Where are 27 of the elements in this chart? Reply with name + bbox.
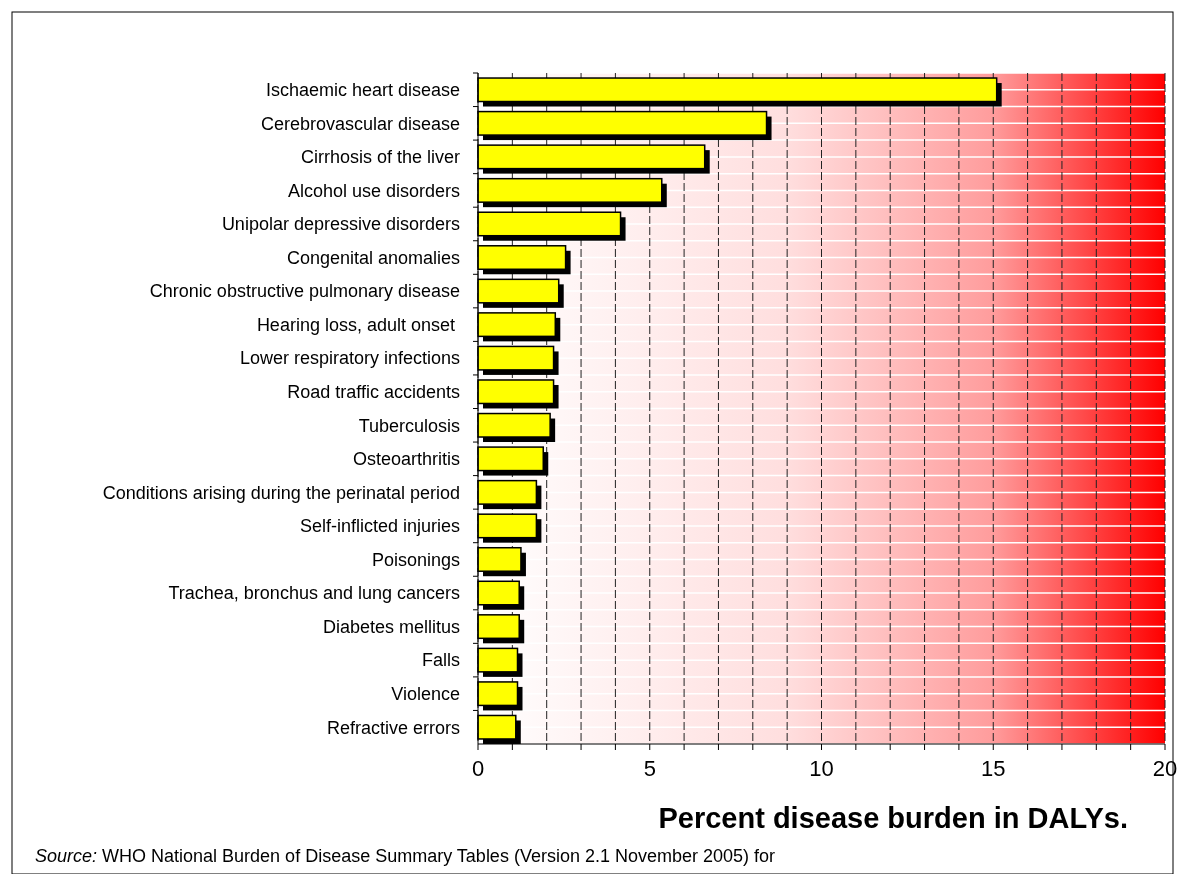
y-tick-label: Lower respiratory infections [239,348,460,369]
y-tick-label: Ischaemic heart disease [265,80,460,101]
x-axis-title: Percent disease burden in DALYs. [658,802,1128,834]
y-tick-label: Road traffic accidents [287,382,460,403]
y-tick-label: Osteoarthritis [352,449,460,470]
y-tick-label: Violence [391,683,460,704]
y-tick-label: Poisonings [371,549,460,570]
y-tick-label: Trachea, bronchus and lung cancers [168,583,460,604]
y-tick-label: Chronic obstructive pulmonary disease [149,281,460,302]
x-tick-label: 0 [471,756,485,781]
y-tick-label: Diabetes mellitus [322,616,460,637]
y-tick-label: Cerebrovascular disease [260,113,460,134]
y-tick-label: Refractive errors [326,717,460,738]
y-tick-label: Falls [421,650,460,671]
y-tick-label: Congenital anomalies [286,247,460,268]
y-tick-label: Hearing loss, adult onset [256,314,460,335]
y-tick-label: Unipolar depressive disorders [221,214,460,235]
y-tick-label: Alcohol use disorders [287,180,460,201]
x-tick-label: 5 [643,756,656,781]
x-tick-label: 10 [809,756,834,781]
y-tick-label: Cirrhosis of the liver [300,147,461,168]
source-note: Source: WHO National Burden of Disease Summary Tables (Version 2.1 November 2005) for [35,846,776,866]
y-tick-label: Tuberculosis [358,415,460,436]
y-tick-label: Conditions arising during the perinatal period [102,482,460,503]
y-tick-label: Self-inflicted injuries [299,516,460,537]
x-tick-label: 20 [1152,756,1178,781]
x-tick-label: 15 [981,756,1006,781]
